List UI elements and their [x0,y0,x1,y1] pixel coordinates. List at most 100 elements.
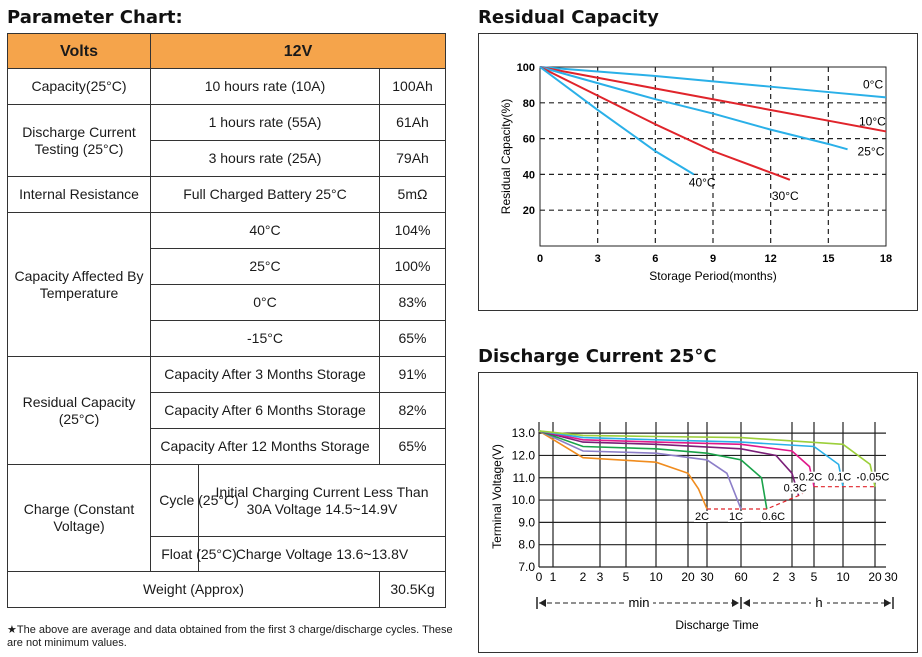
x-tick-label: 30 [884,570,898,584]
x-tick-label: 9 [710,253,716,265]
temp-25-value: 100% [379,248,446,285]
x-tick-label: 20 [868,570,882,584]
y-tick-label: 13.0 [512,426,536,440]
series-line [538,430,844,487]
x-tick-label: 0 [536,570,543,584]
y-tick-label: 80 [523,98,535,110]
series-label: 30°C [772,189,799,203]
series-line [538,430,876,487]
end-label: 0.6C [762,511,785,523]
discharge-label: Discharge Current Testing (25°C) [7,104,151,177]
x-tick-label: 60 [734,570,748,584]
series-label: 40°C [689,175,716,189]
y-tick-label: 7.0 [518,560,535,574]
residual-12m-value: 65% [379,428,446,465]
end-label: 0.3C [784,483,807,495]
charge-cycle-label: Cycle (25°C) [150,464,239,537]
discharge-current-title: Discharge Current 25°C [478,346,717,367]
series-label: 10°C [859,114,886,128]
temp-minus15-value: 65% [379,320,446,357]
range-arrowhead [884,599,891,607]
x-tick-label: 18 [880,253,892,265]
residual-12m-label: Capacity After 12 Months Storage [150,428,380,465]
y-tick-label: 10.0 [512,493,536,507]
discharge-1h-desc: 1 hours rate (55A) [150,104,380,141]
end-label: 0.05C [860,472,889,484]
series-line [538,430,708,510]
series-line [539,66,791,181]
x-tick-label: 3 [595,253,601,265]
x-axis-label: Storage Period(months) [649,269,776,283]
y-tick-label: 100 [517,62,535,74]
series-label: 25°C [858,144,885,158]
end-label: 0.2C [799,472,822,484]
y-tick-label: 60 [523,134,535,146]
x-tick-label: 5 [623,570,630,584]
voltage-value-header: 12V [150,33,446,69]
charge-float-label: Float (25°C) [150,536,237,572]
x-tick-label: 10 [649,570,663,584]
y-tick-label: 11.0 [513,471,536,485]
residual-capacity-panel: 0 3 6 9 12 15 18 20 40 60 80 100 Storage Period(mont… [478,33,918,311]
end-voltage-line [707,486,875,510]
range-arrowhead [539,599,546,607]
series-line [538,430,742,510]
weight-value: 30.5Kg [379,571,446,608]
plot-frame [539,66,887,247]
temp-40-value: 104% [379,212,446,249]
x-tick-label: 2 [580,570,587,584]
temp-0-value: 83% [379,284,446,321]
residual-capacity-chart: 0 3 6 9 12 15 18 20 40 60 80 100 Storage Period(mont… [499,62,892,283]
residual-3m-label: Capacity After 3 Months Storage [150,356,380,393]
charge-label: Charge (Constant Voltage) [7,464,151,572]
x-tick-label: 10 [836,570,850,584]
capacity-value: 100Ah [379,68,446,105]
residual-label: Residual Capacity (25°C) [7,356,151,465]
temp-40-label: 40°C [150,212,380,249]
range-label-min: min [629,595,650,610]
residual-6m-label: Capacity After 6 Months Storage [150,392,380,429]
x-axis-label: Discharge Time [675,618,759,632]
temperature-label: Capacity Affected By Temperature [7,212,151,357]
capacity-label: Capacity(25°C) [7,68,151,105]
x-tick-label: 2 [773,570,780,584]
parameter-chart-title: Parameter Chart: [7,7,183,28]
charge-cycle-desc: Initial Charging Current Less Than 30A V… [198,464,446,537]
series-line [539,66,887,133]
y-axis-label: Terminal Voltage(V) [490,444,504,549]
charge-float-text: Float (25°C) [161,545,237,562]
end-label-bg [782,482,813,494]
discharge-current-chart: 7.08.09.010.011.012.013.00 1 2 3 5 10 20 30 60 2 3… [490,422,898,632]
x-tick-label: 1 [550,570,557,584]
temp-25-label: 25°C [150,248,380,285]
range-label-h: h [815,595,822,610]
range-label-bg [625,595,653,611]
y-tick-label: 40 [523,169,535,181]
capacity-desc: 10 hours rate (10A) [150,68,380,105]
y-tick-label: 12.0 [512,448,536,462]
x-tick-label: 12 [765,253,777,265]
internal-resistance-label: Internal Resistance [7,176,151,213]
series-line [539,66,848,151]
weight-label: Weight (Approx) [7,571,380,608]
temp-minus15-label: -15°C [150,320,380,357]
series-label: 0°C [863,77,883,91]
end-label-bg [859,471,896,483]
y-tick-label: 8.0 [518,538,535,552]
range-arrowhead [732,599,739,607]
series-line [539,66,887,99]
end-label: 0.1C [828,472,851,484]
end-label: 1C [729,511,743,523]
x-tick-label: 20 [681,570,695,584]
end-label-bg [798,471,828,483]
series-line [538,430,815,487]
series-line [538,430,768,510]
end-label: 2C [695,511,709,523]
x-tick-label: 3 [597,570,604,584]
residual-capacity-title: Residual Capacity [478,7,659,28]
y-tick-label: 20 [523,205,535,217]
x-tick-label: 0 [537,253,543,265]
end-label-bg [728,511,744,522]
end-label-bg [827,471,857,483]
parameter-table: Volts 12V Capacity(25°C) 10 hours rate (… [7,33,446,608]
